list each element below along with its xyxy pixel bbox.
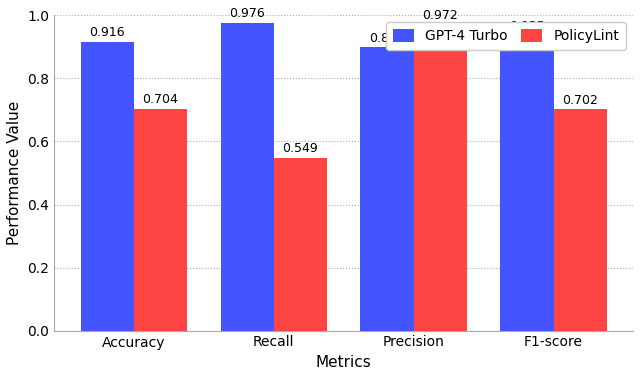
Bar bbox=[413, 24, 467, 331]
Bar bbox=[134, 109, 187, 331]
Text: 0.916: 0.916 bbox=[90, 26, 125, 39]
Bar bbox=[500, 36, 554, 331]
Bar bbox=[274, 158, 327, 331]
Text: 0.976: 0.976 bbox=[229, 7, 265, 20]
Text: 0.549: 0.549 bbox=[282, 142, 318, 155]
Bar bbox=[360, 48, 413, 331]
Text: 0.704: 0.704 bbox=[143, 93, 179, 106]
Legend: GPT-4 Turbo, PolicyLint: GPT-4 Turbo, PolicyLint bbox=[386, 22, 626, 50]
Y-axis label: Performance Value: Performance Value bbox=[7, 101, 22, 245]
Bar bbox=[221, 23, 274, 331]
X-axis label: Metrics: Metrics bbox=[316, 355, 372, 370]
Text: 0.702: 0.702 bbox=[562, 94, 598, 107]
Bar bbox=[554, 109, 607, 331]
Text: 0.935: 0.935 bbox=[509, 20, 545, 33]
Bar bbox=[81, 42, 134, 331]
Text: 0.972: 0.972 bbox=[422, 9, 458, 21]
Text: 0.898: 0.898 bbox=[369, 32, 405, 45]
